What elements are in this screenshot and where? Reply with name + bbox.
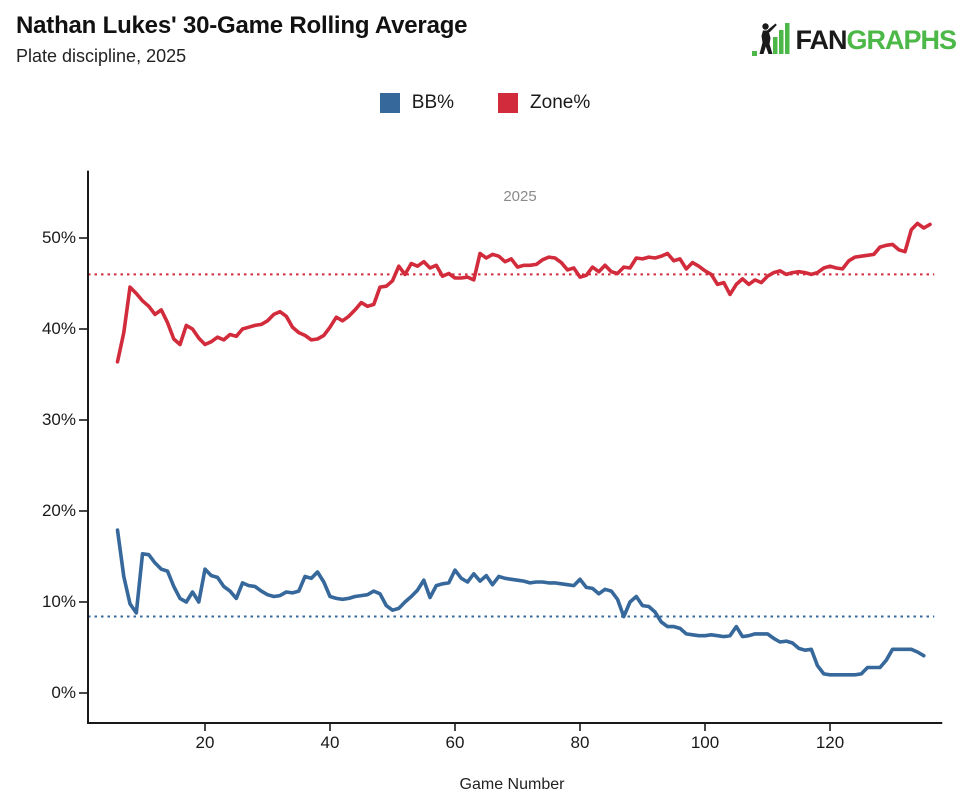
y-tick-0: 0% — [51, 683, 76, 702]
chart-legend: BB% Zone% — [0, 92, 970, 114]
page-subtitle: Plate discipline, 2025 — [16, 46, 187, 66]
logo-text-fan: FAN — [795, 24, 847, 55]
x-tick-20: 20 — [195, 733, 215, 752]
x-axis-title: Game Number — [459, 776, 565, 793]
zone-legend-label: Zone% — [530, 92, 591, 113]
page-title: Nathan Lukes' 30-Game Rolling Average — [16, 12, 468, 39]
season-annotation: 2025 — [503, 188, 537, 205]
bb-legend-label: BB% — [411, 92, 455, 113]
legend-item-bb[interactable]: BB% — [379, 92, 455, 114]
fangraphs-logo[interactable]: FANGRAPHS — [752, 22, 957, 58]
x-tick-60: 60 — [445, 733, 465, 752]
x-tick-120: 120 — [815, 733, 845, 752]
y-tick-50: 50% — [41, 228, 76, 247]
bb-color-swatch — [379, 93, 400, 113]
y-tick-10: 10% — [41, 592, 76, 611]
zone-color-swatch — [498, 93, 519, 113]
x-tick-100: 100 — [690, 733, 720, 752]
y-tick-20: 20% — [41, 501, 76, 520]
logo-text-graphs: GRAPHS — [846, 24, 957, 55]
x-tick-40: 40 — [320, 733, 340, 752]
zone-series-line[interactable] — [115, 221, 932, 364]
y-tick-30: 30% — [41, 410, 76, 429]
fangraphs-batter-icon — [752, 23, 790, 56]
legend-item-zone[interactable]: Zone% — [498, 92, 590, 114]
x-tick-80: 80 — [570, 733, 590, 752]
bb-series-line[interactable] — [115, 528, 926, 677]
y-tick-40: 40% — [41, 319, 76, 338]
